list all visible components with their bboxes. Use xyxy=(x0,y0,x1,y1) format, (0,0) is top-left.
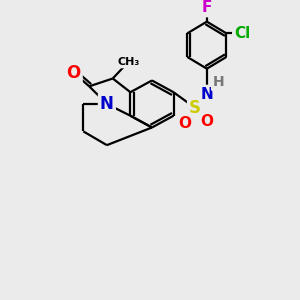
Text: O: O xyxy=(178,116,191,131)
Text: N: N xyxy=(100,95,114,113)
Text: H: H xyxy=(213,75,224,89)
Text: O: O xyxy=(200,114,213,129)
Text: O: O xyxy=(66,64,81,82)
Text: Cl: Cl xyxy=(234,26,250,41)
Text: CH₃: CH₃ xyxy=(117,57,140,67)
Text: F: F xyxy=(202,0,212,15)
Text: S: S xyxy=(189,99,201,117)
Text: N: N xyxy=(200,87,213,102)
